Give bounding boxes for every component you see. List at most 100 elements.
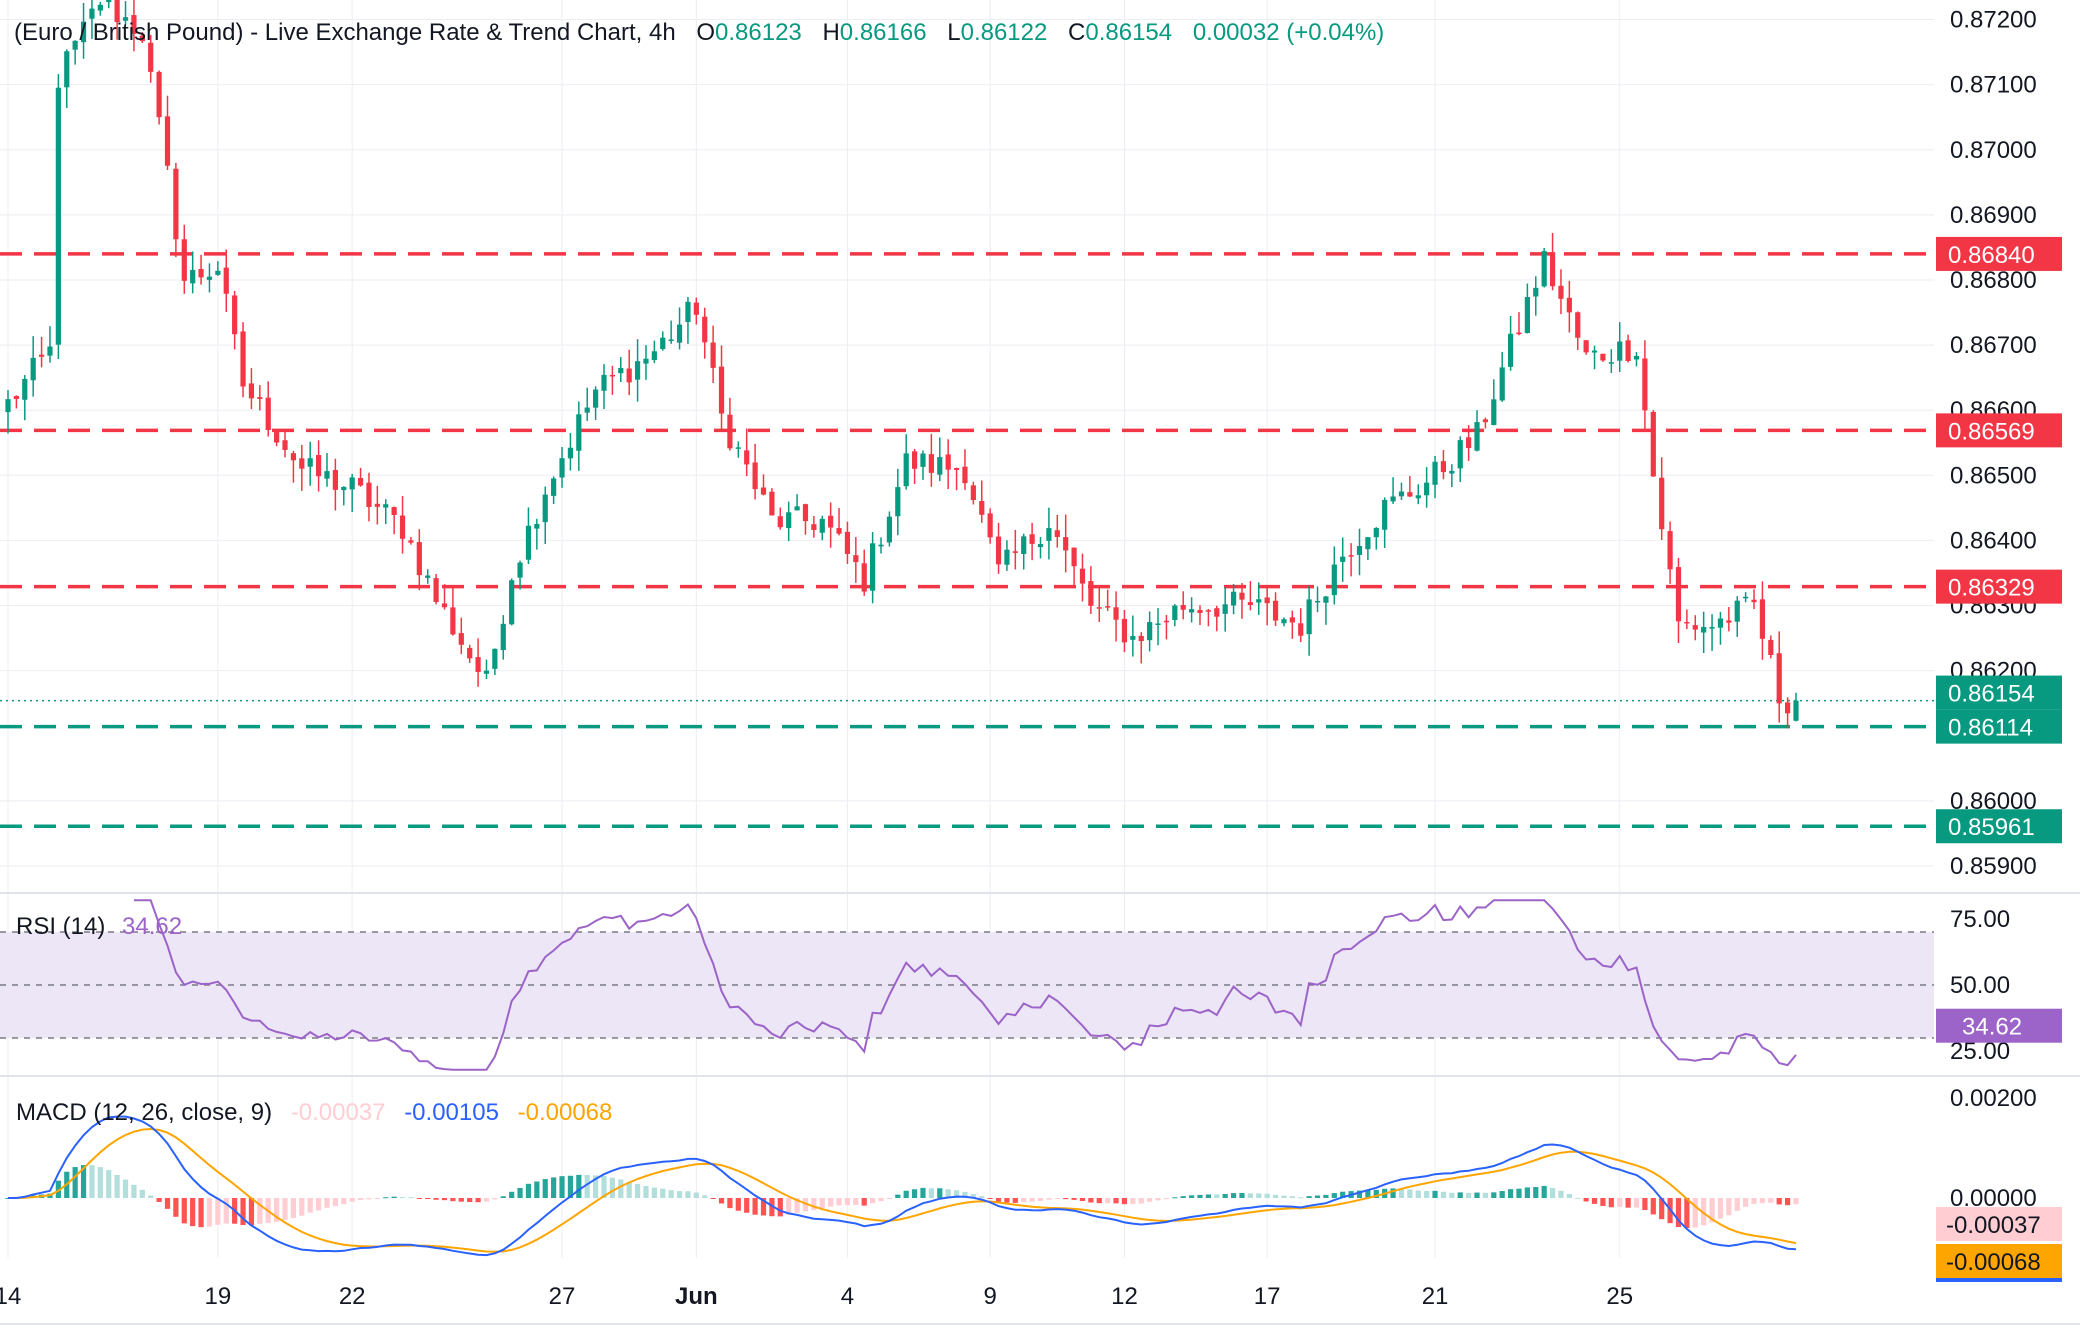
- candle-body: [139, 35, 145, 42]
- candle-body: [903, 453, 909, 487]
- candle-body: [475, 657, 481, 672]
- macd-line-badge-edge: [1936, 1278, 2062, 1282]
- macd-histogram-bar: [349, 1198, 355, 1202]
- macd-histogram-bar: [399, 1197, 406, 1199]
- macd-histogram-bar: [710, 1198, 716, 1199]
- candle-body: [458, 633, 464, 645]
- macd-histogram-bar: [668, 1190, 674, 1198]
- candle-body: [1281, 619, 1287, 624]
- macd-histogram-bar: [223, 1198, 229, 1224]
- level-badge-label: 0.86569: [1948, 418, 2035, 445]
- macd-histogram-bar: [1340, 1191, 1346, 1198]
- candle-body: [534, 523, 540, 529]
- macd-histogram-bar: [786, 1198, 792, 1215]
- candle-body: [1650, 411, 1656, 477]
- candle-body: [1331, 564, 1337, 596]
- candle-body: [542, 494, 548, 523]
- price-tick-label: 0.87200: [1950, 7, 2037, 34]
- macd-histogram-bar: [1264, 1193, 1270, 1198]
- candle-body: [1289, 617, 1295, 623]
- macd-histogram-bar: [1717, 1198, 1724, 1219]
- macd-histogram-bar: [1474, 1192, 1480, 1198]
- macd-histogram-bar: [1054, 1198, 1060, 1200]
- macd-histogram-bar: [492, 1198, 498, 1200]
- candle-body: [38, 354, 45, 357]
- candle-body: [265, 397, 271, 431]
- macd-histogram-bar: [1306, 1196, 1312, 1198]
- candle-body: [173, 168, 179, 240]
- macd-histogram-bar: [1147, 1198, 1153, 1202]
- macd-histogram-bar: [1440, 1191, 1447, 1198]
- candle-body: [1239, 592, 1245, 600]
- macd-histogram-bar: [1071, 1198, 1077, 1200]
- macd-histogram-bar: [559, 1176, 565, 1198]
- last-price-badge-label: 0.86154: [1948, 681, 2035, 708]
- candle-body: [1096, 607, 1102, 609]
- macd-histogram-bar: [1105, 1198, 1111, 1204]
- candle-body: [1424, 482, 1430, 496]
- macd-histogram-bar: [1239, 1192, 1245, 1198]
- candle-body: [332, 470, 338, 490]
- macd-histogram-bar: [148, 1195, 154, 1198]
- candle-body: [1121, 618, 1128, 643]
- candle-body: [718, 366, 725, 414]
- time-tick-label: 14: [0, 1283, 21, 1310]
- candle-body: [467, 647, 473, 659]
- candle-body: [1625, 340, 1631, 362]
- candle-body: [22, 378, 28, 400]
- macd-histogram-bar: [408, 1197, 414, 1199]
- rsi-line: [133, 899, 1797, 1071]
- time-tick-label: 9: [983, 1283, 996, 1310]
- candle-body: [349, 477, 355, 490]
- macd-histogram-bar: [1130, 1198, 1136, 1204]
- candle-body: [198, 269, 204, 278]
- macd-histogram-bar: [307, 1198, 313, 1213]
- macd-histogram-bar: [760, 1198, 767, 1216]
- macd-histogram-bar: [811, 1198, 817, 1211]
- macd-histogram-bar: [1012, 1198, 1018, 1203]
- macd-histogram-bar: [1415, 1190, 1421, 1198]
- macd-histogram-bar: [164, 1198, 171, 1209]
- candle-body: [148, 42, 154, 72]
- candle-body: [1575, 312, 1581, 338]
- macd-histogram-bar: [1037, 1198, 1044, 1202]
- macd-histogram-bar: [1793, 1198, 1799, 1205]
- candle-body: [55, 87, 61, 345]
- macd-histogram-bar: [702, 1195, 708, 1198]
- macd-histogram-bar: [425, 1198, 431, 1199]
- macd-histogram-bar: [441, 1198, 448, 1201]
- time-tick-label: 19: [205, 1283, 232, 1310]
- macd-histogram-bar: [886, 1198, 893, 1199]
- candle-body: [1138, 635, 1144, 642]
- macd-histogram-bar: [332, 1198, 338, 1207]
- level-badge-label: 0.86114: [1948, 715, 2033, 742]
- level-badge-label: 0.86329: [1948, 575, 2035, 602]
- macd-histogram-bar: [324, 1198, 330, 1208]
- macd-histogram-bar: [1155, 1198, 1161, 1201]
- candle-body: [1633, 355, 1640, 360]
- macd-histogram-bar: [744, 1198, 750, 1213]
- macd-histogram-bar: [1113, 1198, 1119, 1204]
- macd-histogram-bar: [584, 1175, 590, 1198]
- macd-histogram-bar: [601, 1176, 607, 1198]
- macd-histogram-bar: [1281, 1195, 1287, 1198]
- macd-histogram-bar: [131, 1184, 137, 1198]
- macd-histogram-bar: [181, 1198, 187, 1224]
- macd-histogram-bar: [911, 1189, 918, 1198]
- macd-histogram-bar: [626, 1182, 632, 1198]
- macd-histogram-bar: [1298, 1197, 1304, 1199]
- candle-body: [441, 603, 448, 608]
- candle-body: [240, 331, 246, 387]
- candle-body: [1759, 599, 1766, 639]
- macd-histogram-bar: [853, 1198, 859, 1205]
- macd-histogram-bar: [752, 1198, 758, 1215]
- macd-histogram-bar: [1449, 1192, 1455, 1198]
- macd-hist-badge: [1936, 1207, 2062, 1241]
- candle-body: [710, 342, 716, 368]
- macd-histogram-bar: [1726, 1198, 1732, 1216]
- macd-histogram-bar: [1482, 1192, 1489, 1198]
- macd-histogram-bar: [1230, 1193, 1237, 1198]
- time-tick-label: 12: [1111, 1283, 1138, 1310]
- macd-histogram-bar: [198, 1198, 204, 1228]
